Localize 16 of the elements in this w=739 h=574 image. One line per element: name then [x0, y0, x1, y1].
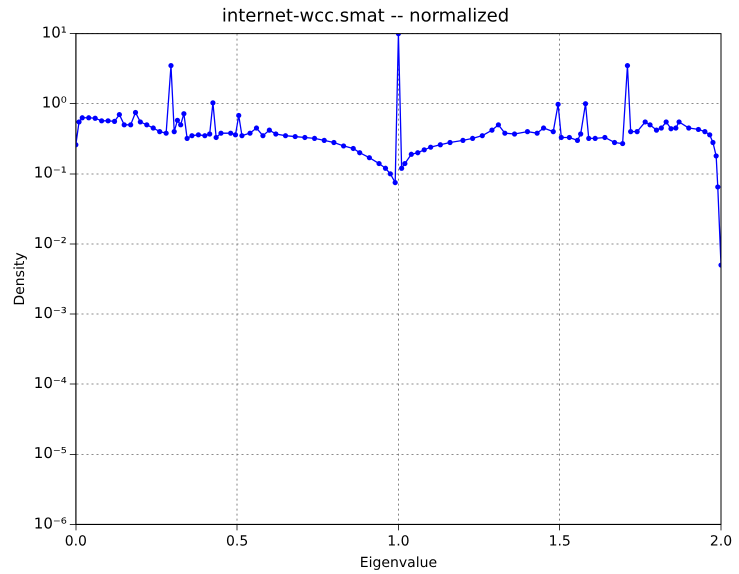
y-tick-label: 10⁰ — [42, 94, 67, 112]
x-tick-label: 1.5 — [548, 533, 571, 550]
x-tick-label: 1.0 — [387, 533, 410, 550]
x-tick-label: 2.0 — [710, 533, 732, 550]
chart-title: internet-wcc.smat -- normalized — [222, 5, 510, 26]
y-tick-label: 10⁻² — [34, 234, 67, 252]
y-tick-label: 10⁻⁵ — [34, 444, 67, 462]
y-tick-label: 10¹ — [42, 23, 67, 42]
x-tick-label: 0.5 — [226, 533, 248, 550]
x-axis-title: Eigenvalue — [360, 555, 438, 572]
y-tick-label: 10⁻³ — [34, 304, 67, 322]
y-tick-label: 10⁻⁴ — [34, 374, 67, 392]
y-tick-label: 10⁻⁶ — [34, 514, 67, 532]
y-tick-label: 10⁻¹ — [34, 164, 67, 182]
x-tick-label: 0.0 — [64, 533, 87, 550]
y-axis-title: Density — [12, 252, 28, 306]
